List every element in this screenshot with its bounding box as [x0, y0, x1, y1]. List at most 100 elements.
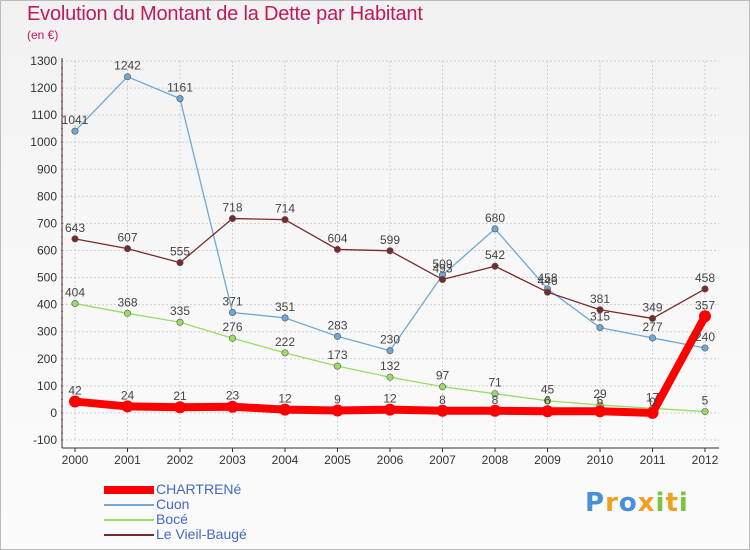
data-label: 371	[222, 294, 242, 308]
data-point	[699, 310, 711, 323]
data-point	[176, 259, 184, 267]
y-tick-label: 700	[37, 216, 57, 230]
y-tick-label: 300	[37, 325, 57, 339]
data-point	[543, 288, 551, 296]
x-tick-label: 2012	[692, 453, 719, 467]
data-point	[279, 403, 291, 416]
data-label: 1161	[167, 81, 193, 95]
x-tick-label: 2009	[534, 453, 561, 467]
data-label: 718	[222, 201, 242, 215]
data-point	[701, 408, 709, 416]
y-tick-label: 1200	[30, 81, 57, 95]
data-point	[648, 334, 656, 342]
data-point	[333, 362, 341, 370]
data-label: 599	[380, 233, 400, 247]
data-point	[121, 400, 134, 413]
data-label: 643	[65, 221, 85, 235]
data-label: 680	[485, 211, 505, 225]
y-tick-label: 0	[50, 406, 57, 420]
data-point	[331, 404, 344, 417]
data-label: 714	[275, 202, 295, 216]
data-point	[281, 314, 289, 322]
legend-label: CHARTRENé	[156, 481, 242, 497]
data-point	[594, 405, 606, 418]
data-label: 71	[488, 376, 502, 390]
data-point	[174, 401, 186, 414]
data-label: 276	[222, 320, 242, 334]
x-tick-label: 2011	[640, 453, 666, 467]
data-label: 8	[439, 393, 446, 407]
data-point	[701, 344, 709, 352]
x-tick-label: 2003	[219, 453, 246, 467]
data-label: 357	[695, 298, 715, 312]
x-tick-label: 2004	[272, 453, 299, 467]
data-point	[333, 332, 341, 340]
data-point	[281, 349, 289, 357]
data-point	[69, 395, 81, 408]
x-tick-label: 2000	[62, 453, 89, 467]
legend-swatch	[104, 504, 154, 506]
y-tick-label: 900	[37, 162, 57, 176]
data-label: 29	[593, 387, 607, 401]
data-label: 351	[275, 300, 295, 314]
data-label: 97	[436, 369, 450, 383]
data-label: 12	[278, 392, 292, 406]
data-label: 17	[646, 390, 660, 404]
data-label: 6	[544, 393, 551, 407]
data-point	[491, 225, 499, 233]
data-label: 335	[170, 304, 190, 318]
x-tick-label: 2010	[587, 453, 614, 467]
data-point	[71, 235, 79, 243]
data-label: 349	[642, 300, 662, 314]
data-label: 222	[275, 335, 295, 349]
data-point	[226, 400, 239, 413]
data-point	[646, 406, 659, 419]
y-tick-label: -100	[33, 433, 57, 447]
data-point	[386, 347, 394, 355]
data-point	[386, 373, 394, 381]
legend-swatch	[104, 519, 154, 521]
data-label: 277	[642, 320, 662, 334]
data-point	[384, 403, 396, 416]
y-tick-label: 500	[37, 271, 57, 285]
data-point	[491, 262, 499, 270]
legend-swatch	[104, 486, 154, 494]
data-label: 6	[597, 393, 604, 407]
data-label: 404	[65, 286, 85, 300]
data-label: 45	[541, 383, 555, 397]
data-label: 24	[121, 388, 135, 402]
proxiti-logo: Proxiti	[585, 488, 689, 518]
data-point	[124, 73, 132, 81]
data-label: 230	[380, 333, 400, 347]
data-label: 1041	[62, 113, 89, 127]
data-label: 5	[702, 394, 709, 408]
data-point	[229, 215, 237, 223]
x-tick-label: 2005	[324, 453, 351, 467]
x-tick-label: 2002	[167, 453, 194, 467]
data-point	[489, 404, 501, 417]
data-point	[281, 216, 289, 224]
data-label: 509	[432, 257, 452, 271]
data-label: 0	[649, 395, 656, 409]
data-label: 283	[327, 318, 347, 332]
data-point	[438, 383, 446, 391]
data-point	[176, 318, 184, 326]
x-tick-label: 2008	[482, 453, 509, 467]
data-label: 493	[432, 261, 452, 275]
data-label: 1242	[114, 59, 141, 73]
y-tick-label: 800	[37, 189, 57, 203]
data-point	[436, 404, 449, 417]
data-label: 173	[327, 348, 347, 362]
data-point	[648, 314, 656, 322]
data-point	[541, 405, 554, 418]
data-label: 21	[173, 389, 187, 403]
data-label: 542	[485, 248, 505, 262]
data-point	[438, 275, 446, 283]
x-tick-label: 2006	[377, 453, 404, 467]
data-point	[543, 397, 551, 405]
data-label: 12	[383, 392, 397, 406]
legend-label: Le Vieil-Baugé	[156, 526, 247, 542]
data-label: 458	[537, 271, 557, 285]
y-tick-label: 1100	[31, 108, 57, 122]
data-point	[333, 245, 341, 253]
